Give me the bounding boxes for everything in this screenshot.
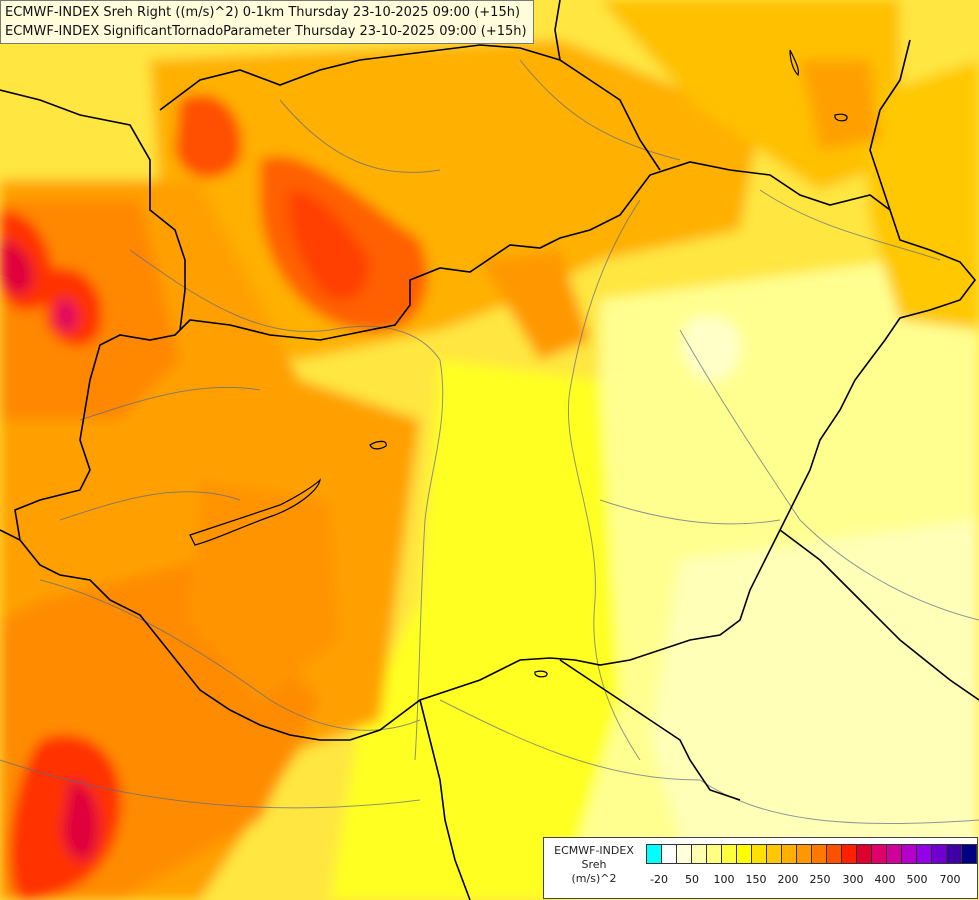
legend-tick-label: 500 [906, 873, 928, 886]
field-pale-spot [681, 315, 742, 382]
legend-header: ECMWF-INDEX Sreh (m/s)^2 [546, 844, 642, 886]
field-red-north-core [289, 190, 370, 300]
field-magenta-spot [55, 299, 78, 332]
legend-swatch [721, 844, 737, 864]
legend-swatch [811, 844, 827, 864]
line-north-1 [279, 99, 441, 173]
legend-swatch [796, 844, 812, 864]
legend-tick-label: 250 [809, 873, 831, 886]
legend-swatch [736, 844, 752, 864]
lake-small-3 [834, 113, 848, 122]
legend-swatches [646, 844, 977, 864]
field-red-northwest [175, 94, 242, 179]
legend-swatch [661, 844, 677, 864]
border-ne-2 [869, 39, 911, 211]
lakes [189, 49, 848, 678]
legend-title-param: Sreh [581, 858, 607, 871]
legend-swatch [841, 844, 857, 864]
river-sava [0, 759, 421, 809]
legend-swatch [856, 844, 872, 864]
legend-swatch [781, 844, 797, 864]
color-legend: ECMWF-INDEX Sreh (m/s)^2 -20 50 100 150 200 2… [543, 837, 978, 899]
field-red-west-core [0, 240, 34, 294]
line-east-2 [599, 499, 781, 525]
line-north-2 [519, 59, 681, 161]
legend-swatch [751, 844, 767, 864]
legend-tick-label: 100 [713, 873, 735, 886]
legend-tick-label: 50 [685, 873, 699, 886]
legend-swatch [886, 844, 902, 864]
legend-tick-label: 150 [745, 873, 767, 886]
legend-swatch [706, 844, 722, 864]
legend-tick-label: 700 [939, 873, 961, 886]
legend-swatch [691, 844, 707, 864]
legend-swatch [826, 844, 842, 864]
border-sw [0, 529, 21, 541]
legend-swatch [961, 844, 977, 864]
legend-tick-label: 400 [874, 873, 896, 886]
lake-balaton [189, 478, 321, 546]
legend-title-model: ECMWF-INDEX [554, 844, 634, 857]
line-west-2 [59, 491, 241, 521]
legend-swatch [931, 844, 947, 864]
field-orange-mid [190, 480, 340, 700]
field-orange-east-edge [860, 60, 979, 330]
legend-tick-label: 200 [777, 873, 799, 886]
field-yellow-centre [330, 360, 620, 900]
river-drava [39, 579, 421, 731]
line-west-1 [79, 386, 261, 421]
border-south-2 [559, 659, 741, 801]
title-stp: ECMWF-INDEX SignificantTornadoParameter … [5, 24, 527, 39]
field-lighter-east [650, 520, 979, 900]
lake-small-2 [789, 49, 800, 77]
legend-tick-label: 300 [842, 873, 864, 886]
legend-swatch [766, 844, 782, 864]
legend-unit: (m/s)^2 [571, 872, 617, 885]
legend-swatch [916, 844, 932, 864]
legend-swatch [946, 844, 962, 864]
field-orange-ridge [480, 250, 590, 360]
river-danube [129, 249, 444, 761]
river-tisza [567, 199, 641, 761]
border-north-east [554, 0, 661, 171]
border-se [779, 529, 979, 701]
line-south-1 [439, 699, 701, 781]
border-north-2 [159, 44, 561, 111]
border-hungary [14, 161, 977, 741]
map-title-box: ECMWF-INDEX Sreh Right ((m/s)^2) 0-1km T… [0, 0, 534, 44]
field-orange-ne-2 [800, 60, 880, 150]
border-south-1 [419, 699, 471, 900]
lake-small-4 [534, 670, 548, 678]
border-north [0, 89, 186, 331]
legend-swatch [676, 844, 692, 864]
field-red-south-core [62, 780, 99, 861]
title-sreh: ECMWF-INDEX Sreh Right ((m/s)^2) 0-1km T… [5, 5, 521, 20]
legend-tick-label: -20 [650, 873, 668, 886]
line-east-1 [679, 329, 979, 621]
legend-swatch [901, 844, 917, 864]
legend-swatch [646, 844, 662, 864]
line-ne [759, 189, 941, 261]
lake-small-1 [369, 440, 387, 450]
legend-ticks: -20 50 100 150 200 250 300 400 500 700 [646, 873, 976, 889]
legend-swatch [871, 844, 887, 864]
